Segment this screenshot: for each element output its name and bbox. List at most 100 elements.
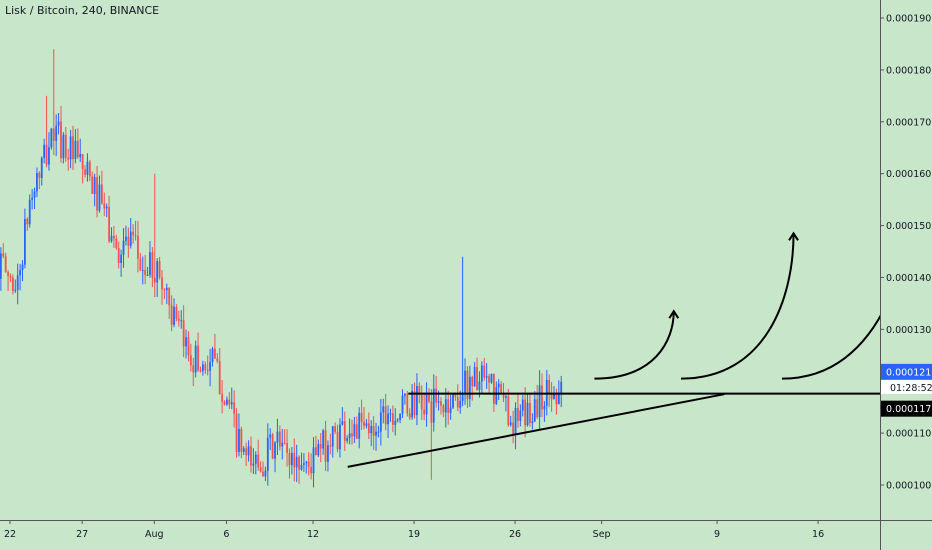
candle-body xyxy=(298,456,300,470)
candle-body xyxy=(406,393,409,414)
candle-body xyxy=(490,373,493,383)
candle-body xyxy=(286,443,288,453)
candle-body xyxy=(271,434,274,459)
candle-body xyxy=(473,367,476,387)
candle-body xyxy=(389,413,392,415)
candle-body xyxy=(327,445,329,462)
candle-body xyxy=(204,364,207,371)
candle-body xyxy=(134,235,137,237)
candle-body xyxy=(144,269,147,276)
candle-body xyxy=(11,277,14,291)
time-tick-label: 27 xyxy=(76,529,88,540)
candle-body xyxy=(64,134,67,158)
candle-body xyxy=(507,396,510,426)
candle-body xyxy=(117,248,120,263)
time-tick-label: 16 xyxy=(812,529,824,540)
candle-body xyxy=(480,365,483,382)
candle-body xyxy=(444,399,447,413)
candle-body xyxy=(281,442,284,447)
support-trendline xyxy=(347,393,725,468)
candle-body xyxy=(125,236,127,241)
candle-body xyxy=(553,392,555,400)
candle-body xyxy=(189,355,192,366)
candle-body xyxy=(182,320,185,347)
candle-body xyxy=(476,367,478,390)
candle-body xyxy=(153,277,156,283)
projection-arrow-1 xyxy=(594,311,675,380)
candle-body xyxy=(430,401,433,423)
symbol-title[interactable]: Lisk / Bitcoin, 240, BINANCE xyxy=(5,4,160,17)
price-tags: 0.0001218 01:28:52 0.0001176 xyxy=(881,363,932,417)
candle-body xyxy=(274,442,276,459)
candle-body xyxy=(468,376,471,400)
countdown-label: 01:28:52 xyxy=(890,383,932,394)
candle-body xyxy=(495,387,498,404)
candle-body xyxy=(319,444,322,449)
candle-body xyxy=(394,420,397,425)
time-tick-label: 19 xyxy=(408,529,420,540)
time-axis-background xyxy=(0,520,880,550)
candle-body xyxy=(129,231,132,246)
candle-body xyxy=(322,430,325,449)
candle-body xyxy=(230,402,233,405)
candle-body xyxy=(7,272,9,277)
time-tick-label: 26 xyxy=(509,529,521,540)
candle-body xyxy=(9,276,12,278)
candle-body xyxy=(139,258,142,271)
candle-body xyxy=(120,254,123,263)
candle-body xyxy=(137,235,139,259)
candle-body xyxy=(288,452,291,466)
candle-body xyxy=(151,252,154,278)
candle-body xyxy=(541,385,543,410)
candle-body xyxy=(57,121,60,126)
candle-body xyxy=(93,177,96,194)
candle-body xyxy=(464,370,466,393)
candle-body xyxy=(88,161,91,177)
time-tick-label: 22 xyxy=(4,529,16,540)
candle-body xyxy=(538,385,541,417)
time-axis[interactable]: 22 27 Aug 6 12 19 26 Sep 9 16 xyxy=(0,520,932,550)
line-price-tag xyxy=(881,400,932,417)
candle-body xyxy=(512,422,515,435)
candle-body xyxy=(165,287,168,291)
candle-body xyxy=(254,454,257,464)
candle-body xyxy=(382,406,385,413)
candle-body xyxy=(377,431,380,433)
candle-body xyxy=(115,238,118,249)
candle-body xyxy=(31,197,34,200)
candle-body xyxy=(170,305,173,325)
candle-body xyxy=(132,231,135,236)
candle-body xyxy=(442,405,445,413)
candle-body xyxy=(250,446,252,466)
candle-body xyxy=(103,203,106,209)
candle-body xyxy=(245,448,248,456)
candle-body xyxy=(413,390,416,416)
candle-body xyxy=(550,393,553,400)
candle-body xyxy=(492,373,495,404)
candle-body xyxy=(310,466,313,474)
arrowhead-icon xyxy=(788,231,799,241)
candle-body xyxy=(509,422,512,426)
candle-body xyxy=(238,428,240,453)
candle-body xyxy=(351,433,353,437)
candle-body xyxy=(257,454,260,468)
candle-body xyxy=(163,289,166,291)
candle-body xyxy=(524,399,527,426)
candle-body xyxy=(199,370,202,372)
candle-body xyxy=(141,269,144,271)
candle-body xyxy=(276,431,279,443)
candle-body xyxy=(529,402,531,424)
candle-body xyxy=(38,173,41,178)
candle-body xyxy=(2,253,5,257)
candle-body xyxy=(228,399,231,405)
candle-body xyxy=(149,252,151,275)
candle-body xyxy=(187,337,190,356)
candles-layer xyxy=(0,49,563,488)
candle-body xyxy=(69,136,72,160)
candle-body xyxy=(177,318,180,321)
candle-body xyxy=(555,392,558,405)
